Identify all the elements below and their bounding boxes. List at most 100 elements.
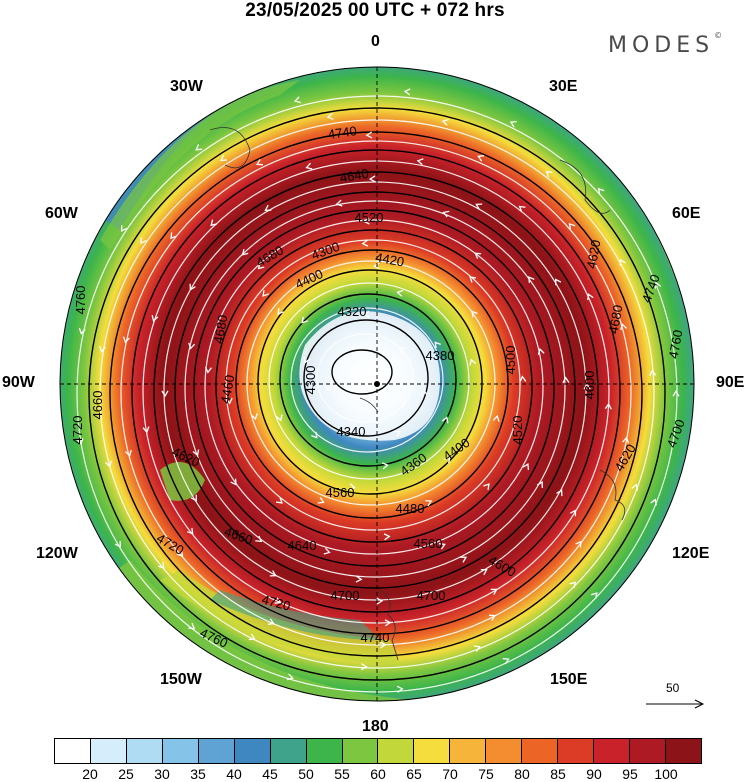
wind-patch-green-w <box>160 462 205 501</box>
streamline-arrowhead <box>363 310 371 318</box>
colorbar-cell <box>486 739 523 763</box>
streamline-arrowhead <box>262 290 269 297</box>
colorbar-cell <box>558 739 595 763</box>
contour-label: 4740 <box>361 630 390 645</box>
contour-label: 4560 <box>326 485 355 500</box>
colorbar-tick-label: 25 <box>118 766 134 782</box>
streamline-arrowhead <box>591 592 598 599</box>
streamline-arrowhead <box>122 336 130 344</box>
contour-line <box>174 191 576 589</box>
streamline-arrowhead <box>255 535 263 543</box>
lon-label-90w: 90W <box>2 374 35 391</box>
streamline-arrowhead <box>368 175 376 183</box>
streamline-arrowhead <box>394 430 402 437</box>
streamline <box>290 307 444 453</box>
streamline-arrowhead <box>188 622 196 630</box>
streamline-arrowhead <box>569 581 577 589</box>
streamline-arrowhead <box>192 449 200 457</box>
wind-patch-yellow-s <box>160 570 400 665</box>
streamline-arrowhead <box>519 375 527 383</box>
lon-label-90e: 90E <box>716 374 745 391</box>
contour-line <box>303 319 429 437</box>
brand-logo: MODES© <box>608 31 723 58</box>
colorbar-tick-label: 40 <box>226 766 242 782</box>
streamline-arrowhead <box>381 462 389 470</box>
colorbar-cell <box>378 739 415 763</box>
streamline-arrowhead <box>350 343 358 350</box>
streamline-arrowhead <box>170 232 177 240</box>
streamline-arrowhead <box>396 289 404 297</box>
streamline-arrowhead <box>142 426 150 434</box>
streamline-arrowhead <box>568 222 576 230</box>
streamline-arrowhead <box>348 483 356 491</box>
wind-patch-teal-s <box>210 590 380 640</box>
colorbar-cell <box>306 739 343 763</box>
streamline-arrowhead <box>264 204 272 211</box>
reference-vector-arrow <box>646 699 705 709</box>
streamline <box>184 200 566 578</box>
colorbar-cell <box>630 739 666 763</box>
streamline-arrowhead <box>575 540 582 548</box>
colorbar-tick-label: 90 <box>586 766 602 782</box>
streamline <box>268 282 470 480</box>
streamline-arrowhead <box>383 533 391 541</box>
streamline-arrowhead <box>225 397 233 405</box>
streamline <box>316 333 414 423</box>
streamline-arrowhead <box>416 158 424 166</box>
streamline-arrowhead <box>396 685 404 693</box>
contour-label: 4680 <box>211 314 231 345</box>
contour-label: 4680 <box>606 304 626 335</box>
streamline-arrowhead <box>365 131 373 139</box>
streamline-arrowhead <box>124 449 132 457</box>
streamline-arrowhead <box>587 293 594 301</box>
streamline-arrowhead <box>114 540 121 548</box>
colorbar-cell <box>522 739 559 763</box>
reference-vector-label: 50 <box>666 681 680 695</box>
colorbar-tick-label: 95 <box>622 766 638 782</box>
streamline-arrowhead <box>672 390 680 397</box>
streamline-arrowhead <box>619 258 626 266</box>
contour-label: 4700 <box>417 588 446 603</box>
streamline-arrowhead <box>398 347 406 354</box>
contour-label: 4520 <box>355 210 384 225</box>
contour-line <box>131 149 621 635</box>
streamline-arrowhead <box>176 550 184 558</box>
streamline <box>204 219 544 555</box>
streamline-arrowhead <box>502 658 510 665</box>
colorbar-tick-label: 85 <box>550 766 566 782</box>
contour-line <box>215 229 533 543</box>
streamline-arrowhead <box>528 276 535 284</box>
contour-label: 4720 <box>260 592 292 614</box>
streamline-arrowhead <box>471 310 478 318</box>
colorbar-cell <box>126 739 163 763</box>
coastlines <box>209 127 626 661</box>
streamline-arrowhead <box>317 497 325 504</box>
contour-label: 4660 <box>90 391 105 420</box>
colorbar-cell <box>162 739 199 763</box>
streamline-arrowhead <box>361 239 369 247</box>
streamline-arrowhead <box>220 154 227 162</box>
contour-label: 4420 <box>374 250 405 270</box>
colorbar-cell <box>55 739 91 763</box>
streamline-arrowhead <box>518 205 526 213</box>
streamline-arrows <box>76 88 680 693</box>
streamline-arrowhead <box>444 456 451 464</box>
streamline-arrowhead <box>274 597 282 604</box>
colorbar-cell <box>450 739 487 763</box>
streamline-arrowhead <box>442 210 450 218</box>
contour-line <box>153 171 599 613</box>
streamline-arrowhead <box>483 483 490 490</box>
streamline-arrowhead <box>460 556 468 563</box>
contour-line <box>193 209 555 567</box>
colorbar-tick-label: 30 <box>154 766 170 782</box>
colorbar-cell <box>414 739 451 763</box>
streamline-arrowhead <box>477 155 485 162</box>
streamline-arrowhead <box>373 262 380 270</box>
colorbar-tick-label: 60 <box>370 766 386 782</box>
contour-line <box>331 349 393 395</box>
streamline-arrowhead <box>649 369 657 377</box>
streamline-arrowhead <box>469 276 476 283</box>
streamline-arrowhead <box>151 314 159 322</box>
